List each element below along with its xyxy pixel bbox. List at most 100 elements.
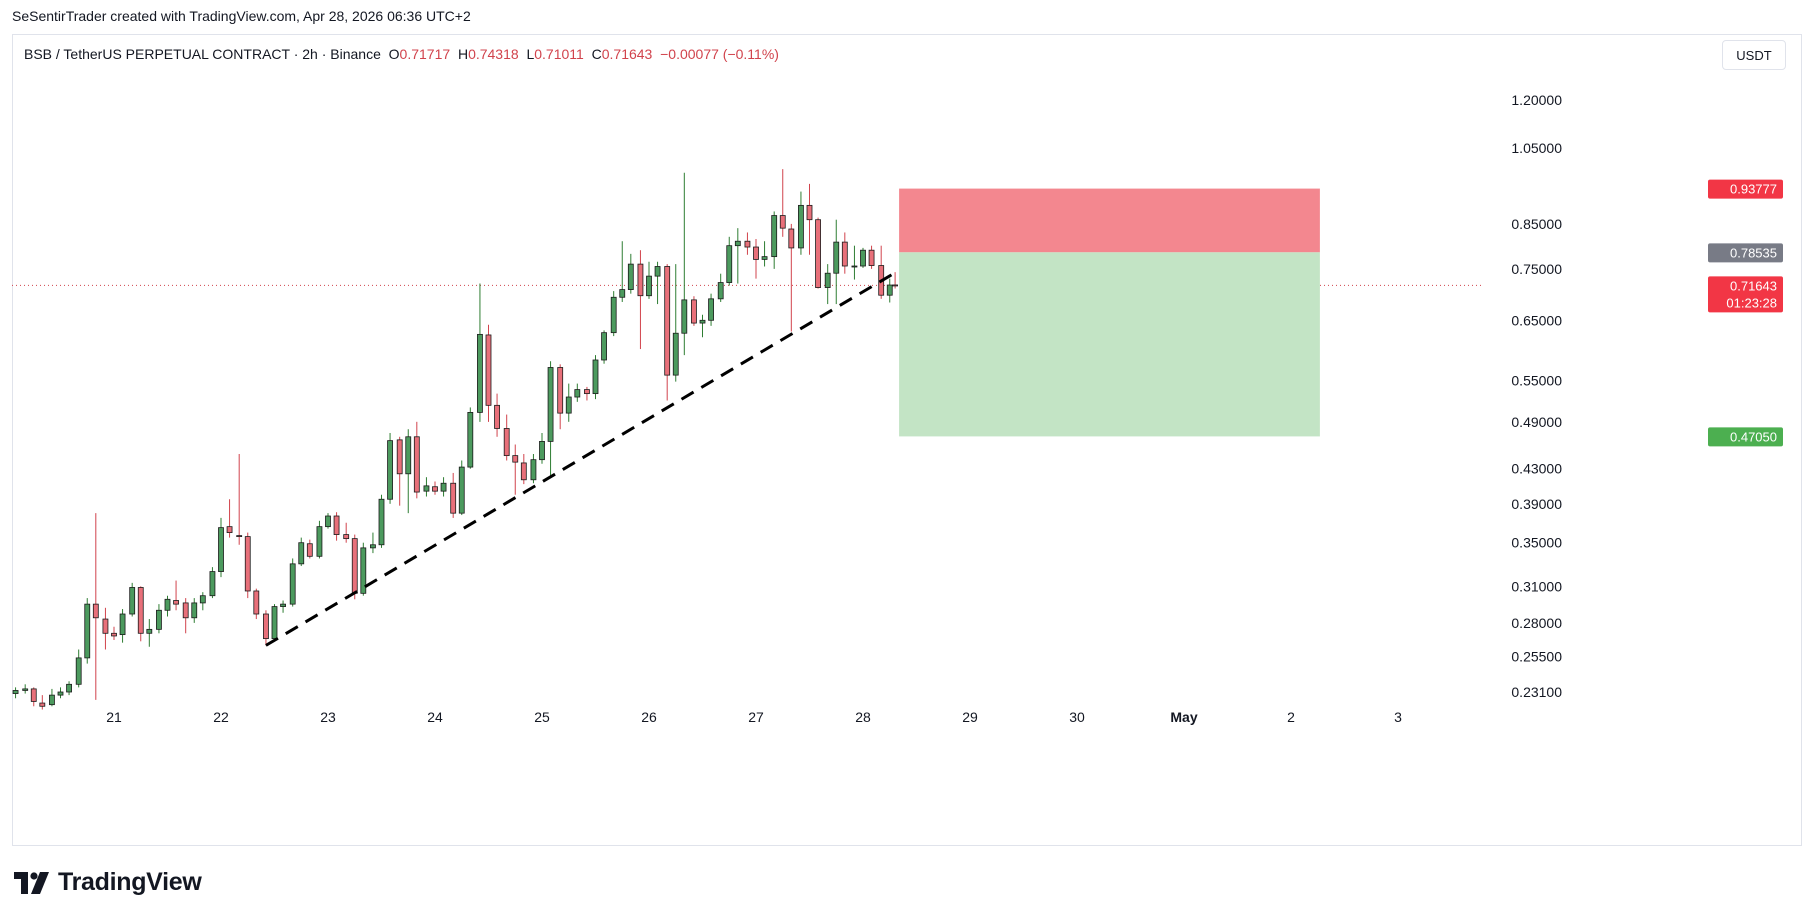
candle <box>218 517 224 578</box>
candle-body <box>119 613 126 636</box>
candle <box>637 250 644 350</box>
candle <box>351 534 358 600</box>
candle-body <box>574 389 581 398</box>
time-tick-label: 22 <box>213 709 229 725</box>
tradingview-logo[interactable]: TradingView <box>14 868 202 897</box>
candle <box>868 245 875 269</box>
candle-body <box>316 526 323 557</box>
candle <box>753 239 759 279</box>
candle <box>49 688 55 707</box>
price-badge-label: 0.47050 <box>1730 429 1777 444</box>
candle <box>173 580 179 611</box>
candle <box>574 383 581 402</box>
candle <box>137 586 144 642</box>
candle-body <box>39 702 46 707</box>
candle-body <box>306 543 313 557</box>
price-tick-label: 0.23100 <box>1511 684 1562 700</box>
candle <box>298 537 305 567</box>
candle-body <box>512 455 519 463</box>
position-tool[interactable] <box>899 188 1320 437</box>
candle <box>672 264 679 382</box>
candle-body <box>423 485 430 492</box>
candle-body <box>726 245 733 283</box>
candle <box>92 513 99 700</box>
candle <box>164 595 171 617</box>
candle-body <box>370 544 376 549</box>
candle-body <box>734 240 741 247</box>
trendline[interactable] <box>265 271 896 647</box>
candle <box>333 512 340 541</box>
candle <box>592 355 599 400</box>
candle-body <box>637 263 644 297</box>
price-tick-label: 0.25500 <box>1511 648 1562 664</box>
candle-body <box>325 515 331 528</box>
candle-body <box>530 459 537 481</box>
candle-body <box>841 241 848 267</box>
time-tick-label: 24 <box>427 709 443 725</box>
candle <box>370 532 376 554</box>
candle <box>886 278 893 303</box>
candle <box>851 245 858 280</box>
time-axis[interactable]: 21 22 23 24 25 26 27 28 29 30 May 2 3 <box>106 709 1402 725</box>
price-badge <box>1708 179 1783 199</box>
candle-body <box>271 606 278 640</box>
candle <box>779 169 786 237</box>
candle-body <box>806 204 813 221</box>
candle <box>387 432 393 504</box>
candle <box>343 522 350 543</box>
candle <box>565 383 572 422</box>
candle-body <box>868 249 875 266</box>
candle-body <box>450 482 457 514</box>
candle <box>717 273 724 302</box>
candle-body <box>851 265 858 268</box>
candle <box>892 272 898 289</box>
candle-body <box>627 263 634 290</box>
candle-body <box>84 603 91 659</box>
candle-body <box>218 527 224 572</box>
symbol-title[interactable]: BSB / TetherUS PERPETUAL CONTRACT · 2h ·… <box>24 46 381 62</box>
candle <box>539 432 545 464</box>
candle-body <box>753 246 759 260</box>
candle <box>485 324 492 422</box>
candle-body <box>485 334 492 406</box>
candle-body <box>164 598 171 611</box>
candle <box>815 217 821 289</box>
tradingview-logo-icon <box>14 871 49 894</box>
price-badge-label: 0.93777 <box>1730 182 1777 197</box>
price-axis[interactable]: 1.20000 1.05000 0.85000 0.75000 0.65000 0.550… <box>1511 92 1562 700</box>
candle-body <box>672 332 679 376</box>
price-badges: 0.93777 0.78535 0.47050 0.71643 01:23:28 <box>1708 179 1783 447</box>
candle-body <box>387 440 393 500</box>
change-value: −0.00077 (−0.11%) <box>660 46 779 62</box>
time-tick-label: May <box>1170 709 1197 725</box>
price-chart[interactable]: 1.20000 1.05000 0.85000 0.75000 0.65000 0.550… <box>12 34 1802 846</box>
tradingview-logo-text: TradingView <box>58 868 202 896</box>
candle <box>182 598 189 634</box>
high-label: H <box>457 46 469 62</box>
chart-credit: SeSentirTrader created with TradingView.… <box>12 8 471 24</box>
price-tick-label: 1.20000 <box>1511 92 1562 108</box>
candle <box>520 454 527 485</box>
candle-body <box>12 690 19 694</box>
candle <box>681 172 688 356</box>
time-tick-label: 23 <box>320 709 336 725</box>
candle <box>601 330 607 364</box>
candle-body <box>111 632 117 637</box>
candle-body <box>49 694 55 706</box>
time-tick-label: 30 <box>1069 709 1085 725</box>
candle <box>396 436 403 506</box>
symbol-legend[interactable]: BSB / TetherUS PERPETUAL CONTRACT · 2h ·… <box>24 46 779 62</box>
price-tick-label: 0.28000 <box>1511 615 1562 631</box>
candle <box>226 499 233 538</box>
candle <box>788 223 795 332</box>
candle-body <box>396 439 403 475</box>
candle <box>280 600 286 613</box>
time-tick-label: 27 <box>748 709 764 725</box>
candle-body <box>798 204 804 249</box>
candle <box>798 191 804 255</box>
candle-body <box>539 441 545 461</box>
candle-body <box>467 412 474 468</box>
currency-button[interactable]: USDT <box>1722 40 1786 70</box>
candle-body <box>378 498 385 546</box>
candle-body <box>244 536 251 592</box>
